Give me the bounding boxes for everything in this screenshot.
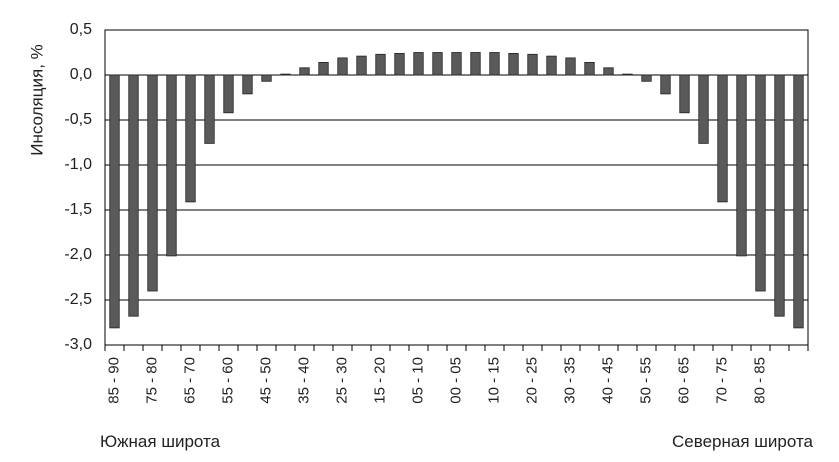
bar [261,74,272,82]
bar [356,55,367,76]
x-tick-label: 35 - 40 [295,357,312,404]
bar [793,74,804,329]
bar [109,74,120,329]
x-tick-label: 40 - 45 [599,357,616,404]
y-tick-label: -1,5 [64,201,92,218]
x-tick-label: 65 - 70 [181,357,198,404]
bar [584,62,595,76]
bar [394,53,405,76]
bar [147,74,158,292]
bar [432,52,443,76]
bars [109,52,804,329]
x-tick-label: 85 - 90 [105,357,122,404]
bar [451,52,462,76]
bar [185,74,196,203]
bar [546,55,557,76]
x-tick-label: 25 - 30 [333,357,350,404]
bar [641,74,652,82]
bar [489,52,500,76]
x-tick-label: 50 - 55 [637,357,654,404]
x-tick-label: 00 - 05 [447,357,464,404]
y-tick-label: 0,0 [70,66,92,83]
y-tick-label: 0,5 [70,21,92,38]
bar [375,53,386,76]
bar [280,73,291,76]
bar [774,74,785,317]
bar [413,52,424,76]
bar [204,74,215,144]
south-latitude-label: Южная широта [100,432,221,451]
bar [698,74,709,144]
y-axis-label: Инсоляция, % [27,44,46,156]
y-tick-label: -2,5 [64,291,92,308]
bar [736,74,747,257]
bar [242,74,253,95]
x-tick-labels: 85 - 90 75 - 80 65 - 70 55 - 60 45 - 50 35 - … [105,357,768,404]
plot-border [104,29,809,346]
bar [166,74,177,257]
bar [470,52,481,76]
y-tick-label: -0,5 [64,111,92,128]
bar [223,74,234,114]
y-tick-label: -3,0 [64,336,92,353]
x-tick-label: 70 - 75 [713,357,730,404]
x-tick-label: 80 - 85 [751,357,768,404]
x-tick-label: 60 - 65 [675,357,692,404]
plot-frame [104,29,809,351]
bar [622,73,633,76]
bar [660,74,671,95]
bar [527,53,538,76]
bar [337,57,348,76]
y-tick-label: -1,0 [64,156,92,173]
bar [318,62,329,76]
bar [299,67,310,76]
x-tick-label: 30 - 35 [561,357,578,404]
bar [717,74,728,203]
bar [603,67,614,76]
x-tick-label: 55 - 60 [219,357,236,404]
bar [128,74,139,317]
x-tick-label: 05 - 10 [409,357,426,404]
grid-lines [105,29,808,346]
bar [755,74,766,292]
x-tick-label: 15 - 20 [371,357,388,404]
y-tick-labels: 0,5 0,0 -0,5 -1,0 -1,5 -2,0 -2,5 -3,0 [64,21,92,353]
x-tick-label: 75 - 80 [143,357,160,404]
x-tick-label: 45 - 50 [257,357,274,404]
y-tick-label: -2,0 [64,246,92,263]
bar [679,74,690,114]
north-latitude-label: Северная широта [672,432,813,451]
x-tick-label: 10 - 15 [485,357,502,404]
bar [565,57,576,76]
x-tick-label: 20 - 25 [523,357,540,404]
bar [508,53,519,76]
